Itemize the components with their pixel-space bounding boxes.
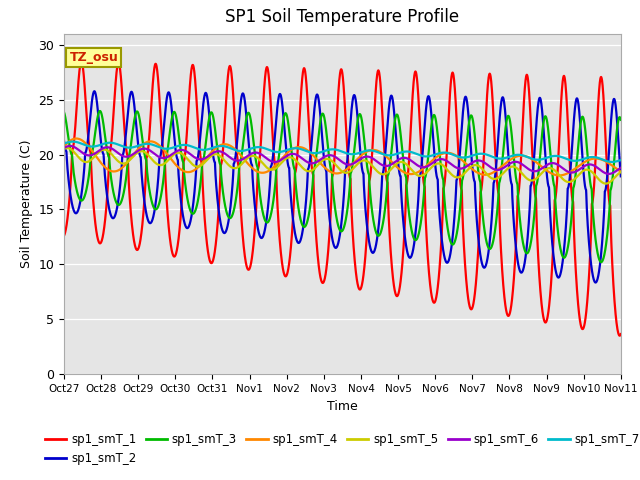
sp1_smT_4: [274, 160, 282, 166]
sp1_smT_4: [124, 159, 132, 165]
Line: sp1_smT_2: sp1_smT_2: [64, 91, 621, 283]
sp1_smT_4: [556, 172, 563, 178]
sp1_smT_6: [274, 158, 282, 164]
sp1_smT_2: [606, 130, 614, 136]
sp1_smT_2: [124, 112, 132, 118]
sp1_smT_6: [157, 155, 164, 160]
sp1_smT_3: [274, 161, 282, 167]
sp1_smT_2: [157, 152, 164, 157]
sp1_smT_5: [606, 179, 614, 185]
sp1_smT_1: [124, 153, 132, 158]
X-axis label: Time: Time: [327, 400, 358, 413]
Title: SP1 Soil Temperature Profile: SP1 Soil Temperature Profile: [225, 9, 460, 26]
sp1_smT_2: [546, 209, 554, 215]
sp1_smT_6: [546, 161, 554, 167]
sp1_smT_4: [546, 170, 554, 176]
sp1_smT_7: [124, 144, 132, 150]
Line: sp1_smT_5: sp1_smT_5: [64, 148, 621, 183]
sp1_smT_3: [60, 109, 68, 115]
sp1_smT_1: [616, 333, 623, 338]
sp1_smT_4: [617, 169, 625, 175]
sp1_smT_6: [60, 145, 68, 151]
sp1_smT_7: [606, 159, 614, 165]
sp1_smT_3: [298, 221, 306, 227]
sp1_smT_3: [96, 108, 104, 114]
sp1_smT_6: [617, 165, 625, 171]
sp1_smT_3: [597, 259, 605, 265]
sp1_smT_7: [69, 139, 77, 144]
Line: sp1_smT_1: sp1_smT_1: [64, 61, 621, 336]
sp1_smT_1: [60, 233, 68, 239]
sp1_smT_3: [124, 158, 132, 164]
Line: sp1_smT_4: sp1_smT_4: [64, 139, 621, 175]
sp1_smT_3: [606, 192, 614, 198]
sp1_smT_2: [592, 280, 600, 286]
Y-axis label: Soil Temperature (C): Soil Temperature (C): [20, 140, 33, 268]
sp1_smT_1: [606, 203, 614, 208]
sp1_smT_5: [63, 145, 71, 151]
sp1_smT_2: [298, 232, 306, 238]
sp1_smT_6: [606, 171, 614, 177]
sp1_smT_2: [274, 101, 282, 107]
Legend: sp1_smT_1, sp1_smT_2, sp1_smT_3, sp1_smT_4, sp1_smT_5, sp1_smT_6, sp1_smT_7: sp1_smT_1, sp1_smT_2, sp1_smT_3, sp1_smT…: [40, 428, 640, 469]
sp1_smT_6: [298, 156, 306, 161]
Line: sp1_smT_3: sp1_smT_3: [64, 111, 621, 262]
sp1_smT_5: [546, 165, 554, 171]
sp1_smT_4: [606, 161, 614, 167]
sp1_smT_1: [77, 59, 85, 64]
sp1_smT_2: [617, 173, 625, 179]
sp1_smT_4: [298, 144, 306, 150]
sp1_smT_7: [298, 146, 306, 152]
Line: sp1_smT_7: sp1_smT_7: [64, 142, 621, 162]
sp1_smT_5: [60, 146, 68, 152]
sp1_smT_1: [617, 331, 625, 337]
sp1_smT_4: [72, 136, 80, 142]
Line: sp1_smT_6: sp1_smT_6: [64, 146, 621, 174]
sp1_smT_2: [60, 138, 68, 144]
sp1_smT_7: [546, 154, 554, 159]
sp1_smT_1: [157, 116, 164, 122]
sp1_smT_5: [157, 162, 164, 168]
sp1_smT_3: [157, 194, 164, 200]
sp1_smT_7: [274, 149, 282, 155]
sp1_smT_1: [274, 206, 282, 212]
sp1_smT_7: [617, 157, 625, 163]
Text: TZ_osu: TZ_osu: [70, 51, 118, 64]
sp1_smT_4: [60, 144, 68, 149]
sp1_smT_5: [617, 169, 625, 175]
sp1_smT_3: [546, 146, 554, 152]
sp1_smT_7: [157, 145, 164, 151]
sp1_smT_7: [608, 159, 616, 165]
sp1_smT_1: [546, 293, 554, 299]
sp1_smT_6: [67, 143, 74, 149]
sp1_smT_6: [124, 154, 132, 159]
sp1_smT_5: [124, 159, 132, 165]
sp1_smT_2: [91, 88, 99, 94]
sp1_smT_7: [60, 141, 68, 146]
sp1_smT_6: [605, 171, 612, 177]
sp1_smT_5: [274, 164, 282, 169]
sp1_smT_5: [298, 164, 306, 170]
sp1_smT_3: [617, 117, 625, 123]
sp1_smT_4: [157, 144, 164, 150]
sp1_smT_1: [298, 80, 306, 86]
sp1_smT_5: [602, 180, 610, 186]
